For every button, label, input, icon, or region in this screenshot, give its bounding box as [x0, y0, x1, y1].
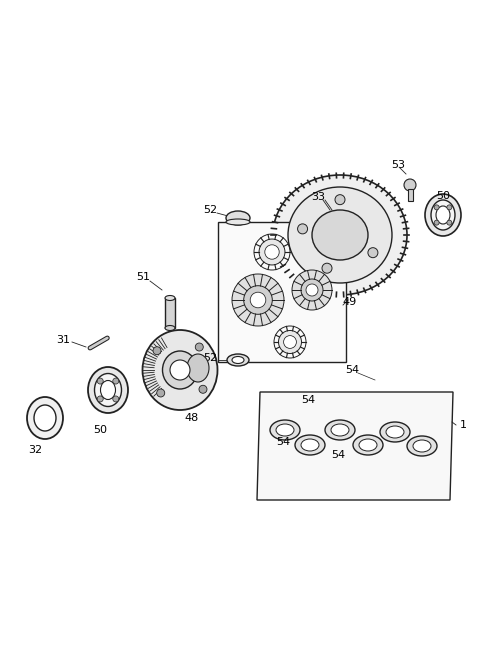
- Text: 53: 53: [391, 160, 405, 170]
- Circle shape: [259, 239, 285, 265]
- Ellipse shape: [165, 295, 175, 300]
- Bar: [165, 298, 175, 328]
- Circle shape: [447, 205, 452, 210]
- Circle shape: [153, 347, 161, 355]
- Ellipse shape: [232, 356, 244, 363]
- Ellipse shape: [431, 200, 455, 230]
- Ellipse shape: [288, 187, 392, 283]
- Ellipse shape: [276, 424, 294, 436]
- Circle shape: [322, 263, 332, 273]
- Circle shape: [284, 336, 296, 348]
- Circle shape: [447, 220, 452, 225]
- Text: 54: 54: [331, 450, 345, 460]
- Text: 1: 1: [459, 420, 467, 430]
- Ellipse shape: [273, 175, 407, 295]
- Ellipse shape: [436, 206, 450, 224]
- Text: 54: 54: [345, 365, 359, 375]
- Text: 32: 32: [28, 445, 42, 455]
- Circle shape: [404, 179, 416, 191]
- Ellipse shape: [227, 354, 249, 366]
- Ellipse shape: [413, 440, 431, 452]
- Ellipse shape: [27, 397, 63, 439]
- Circle shape: [301, 279, 323, 301]
- Circle shape: [292, 270, 332, 310]
- Ellipse shape: [187, 354, 209, 382]
- Ellipse shape: [226, 219, 250, 225]
- Ellipse shape: [88, 367, 128, 413]
- Polygon shape: [257, 392, 453, 500]
- Ellipse shape: [325, 420, 355, 440]
- Circle shape: [278, 331, 301, 354]
- Bar: [408, 189, 413, 201]
- Circle shape: [250, 292, 266, 308]
- Bar: [218, 222, 346, 362]
- Text: 52: 52: [203, 205, 217, 215]
- Text: 50: 50: [436, 191, 450, 201]
- Ellipse shape: [34, 405, 56, 431]
- Ellipse shape: [312, 210, 368, 260]
- Ellipse shape: [386, 426, 404, 438]
- Circle shape: [298, 224, 308, 234]
- Circle shape: [434, 205, 439, 210]
- Circle shape: [434, 220, 439, 225]
- Text: 54: 54: [388, 427, 402, 437]
- Circle shape: [244, 286, 272, 314]
- Circle shape: [306, 284, 318, 296]
- Ellipse shape: [165, 325, 175, 331]
- Text: 48: 48: [185, 413, 199, 423]
- Circle shape: [97, 378, 103, 384]
- Circle shape: [156, 389, 165, 397]
- Ellipse shape: [380, 422, 410, 442]
- Ellipse shape: [295, 435, 325, 455]
- Text: 52: 52: [203, 353, 217, 363]
- Ellipse shape: [100, 380, 116, 400]
- Circle shape: [265, 245, 279, 259]
- Ellipse shape: [425, 194, 461, 236]
- Circle shape: [195, 343, 204, 351]
- Ellipse shape: [95, 373, 121, 407]
- Circle shape: [170, 360, 190, 380]
- Circle shape: [113, 378, 119, 384]
- Text: 50: 50: [93, 425, 107, 435]
- Circle shape: [97, 396, 103, 402]
- Ellipse shape: [143, 330, 217, 410]
- Circle shape: [113, 396, 119, 402]
- Circle shape: [368, 248, 378, 258]
- Circle shape: [335, 195, 345, 205]
- Ellipse shape: [331, 424, 349, 436]
- Ellipse shape: [163, 351, 197, 389]
- Text: 51: 51: [136, 272, 150, 282]
- Text: 49: 49: [343, 297, 357, 307]
- Ellipse shape: [359, 439, 377, 451]
- Ellipse shape: [353, 435, 383, 455]
- Text: 54: 54: [301, 395, 315, 405]
- Text: 54: 54: [276, 437, 290, 447]
- Text: 33: 33: [311, 192, 325, 202]
- Ellipse shape: [301, 439, 319, 451]
- Circle shape: [199, 385, 207, 394]
- Text: 31: 31: [56, 335, 70, 345]
- Ellipse shape: [270, 420, 300, 440]
- Ellipse shape: [226, 211, 250, 225]
- Circle shape: [232, 274, 284, 326]
- Ellipse shape: [407, 436, 437, 456]
